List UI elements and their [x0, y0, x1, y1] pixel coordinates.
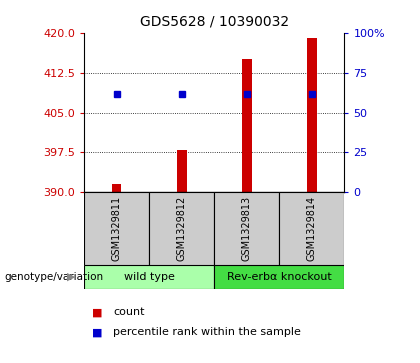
- Text: percentile rank within the sample: percentile rank within the sample: [113, 327, 301, 337]
- Bar: [242, 59, 252, 192]
- Text: wild type: wild type: [123, 272, 175, 282]
- Text: GSM1329814: GSM1329814: [307, 196, 317, 261]
- Bar: [84, 192, 149, 265]
- Text: Rev-erbα knockout: Rev-erbα knockout: [227, 272, 332, 282]
- Text: GSM1329812: GSM1329812: [177, 196, 186, 261]
- Bar: [307, 38, 317, 192]
- Bar: [279, 192, 344, 265]
- Text: genotype/variation: genotype/variation: [4, 272, 103, 282]
- Text: ■: ■: [92, 327, 103, 337]
- Text: count: count: [113, 307, 145, 317]
- Bar: [177, 150, 186, 192]
- Text: ■: ■: [92, 307, 103, 317]
- Bar: [149, 192, 214, 265]
- Bar: [112, 184, 121, 192]
- Text: GSM1329813: GSM1329813: [242, 196, 252, 261]
- Text: GSM1329811: GSM1329811: [112, 196, 121, 261]
- Text: ▶: ▶: [67, 272, 76, 282]
- Bar: [214, 265, 344, 289]
- Bar: [84, 265, 214, 289]
- Bar: [214, 192, 279, 265]
- Title: GDS5628 / 10390032: GDS5628 / 10390032: [139, 15, 289, 29]
